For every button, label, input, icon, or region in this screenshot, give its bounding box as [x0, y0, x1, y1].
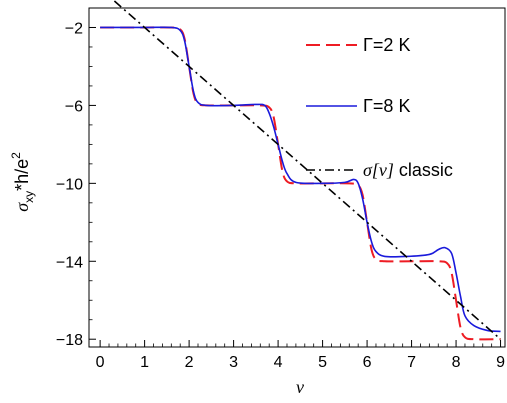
x-tick-label: 2 — [185, 354, 194, 371]
y-axis-label-rest: *h/e — [12, 159, 32, 191]
series-line-2 — [112, 0, 502, 340]
series-group — [100, 0, 502, 341]
x-tick-label: 5 — [318, 354, 327, 371]
legend: Γ=2 K Γ=8 K σ[ν] classic — [306, 35, 453, 180]
series-line-1 — [100, 26, 501, 333]
legend-label-classic-text: classic — [394, 160, 453, 180]
x-tick-label: 9 — [496, 354, 505, 371]
y-tick-label: −6 — [65, 98, 83, 115]
x-tick-label: 3 — [229, 354, 238, 371]
plot-frame — [88, 7, 506, 348]
y-tick-label: −18 — [56, 332, 83, 349]
x-tick-label: 0 — [96, 354, 105, 371]
y-ticks: −2 −6 −10 −14 −18 — [56, 20, 96, 349]
legend-label-classic: σ[ν] classic — [363, 160, 453, 180]
y-tick-label: −10 — [56, 176, 83, 193]
legend-label-classic-symbol: σ[ν] — [363, 160, 394, 180]
y-tick-label: −14 — [56, 254, 83, 271]
y-axis-label: σxy*h/e2 — [9, 152, 36, 212]
y-axis-label-symbol: σ — [12, 202, 32, 212]
x-tick-label: 4 — [274, 354, 283, 371]
x-axis-label: ν — [296, 377, 304, 397]
legend-label-gamma8: Γ=8 K — [363, 96, 410, 116]
x-tick-label: 7 — [407, 354, 416, 371]
y-tick-label: −2 — [65, 20, 83, 37]
x-tick-label: 6 — [363, 354, 372, 371]
x-tick-label: 1 — [140, 354, 149, 371]
y-axis-label-superscript: 2 — [9, 152, 23, 159]
y-axis-label-subscript: xy — [22, 191, 36, 203]
x-ticks: 0 1 2 3 4 5 6 7 8 9 — [96, 340, 505, 371]
x-tick-label: 8 — [452, 354, 461, 371]
legend-label-gamma2: Γ=2 K — [363, 35, 410, 55]
